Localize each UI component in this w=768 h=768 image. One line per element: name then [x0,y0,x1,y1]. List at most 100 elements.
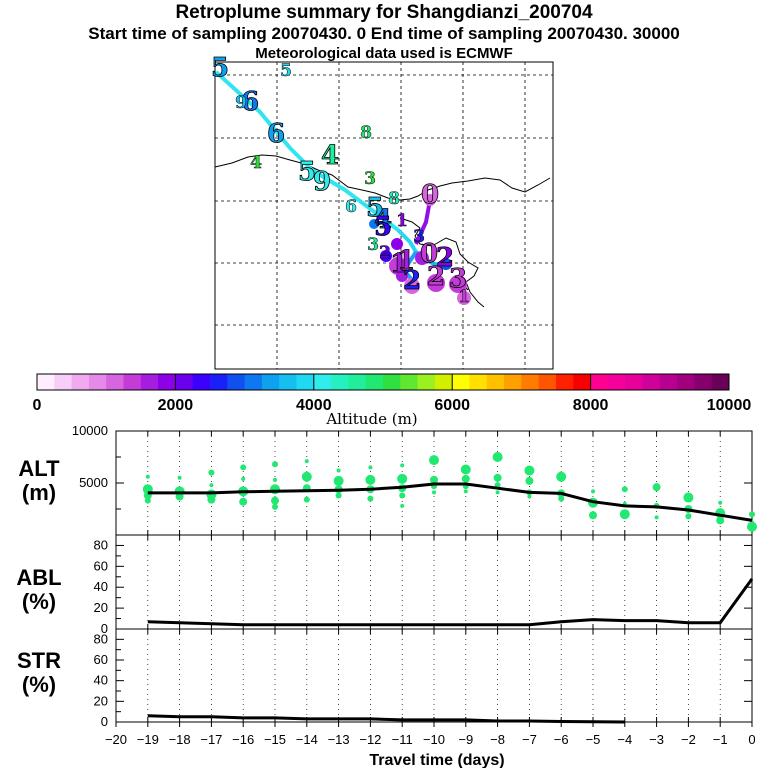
colorbar-cell [331,374,349,390]
particle-point [367,495,374,502]
y-tick-label: 20 [94,600,108,615]
y-tick-label: 0 [101,621,108,636]
colorbar-cell [486,374,505,390]
alt-panel-title-line1: ALT [18,456,60,481]
particle-point [241,476,246,481]
particle-point [493,473,502,482]
trajectory-day-label: 6 [345,197,357,217]
colorbar-cell [400,374,418,390]
particle-point [335,492,342,499]
abl-panel-frame [115,534,753,630]
colorbar-cell [88,374,107,390]
particle-point [749,511,755,518]
x-tick-label: −8 [490,732,505,747]
particle-point [144,497,151,504]
x-tick-label: −4 [617,732,632,747]
trajectory-day-label: 2 [427,262,445,292]
y-tick-label: 60 [94,652,108,667]
colorbar-cell [469,374,488,390]
colorbar-title: Altitude (m) [325,410,417,428]
trajectory-day-label: 8 [360,123,372,143]
y-tick-label: 80 [94,631,108,646]
trajectory-day-label: 5 [280,61,292,81]
particle-point [399,492,406,499]
colorbar-cell [452,374,470,390]
series-line [147,482,753,522]
y-tick-label: 60 [94,558,108,573]
particle-point [558,495,565,502]
colorbar-cell [210,374,228,390]
particle-point [207,495,216,504]
trajectory-day-label: 3 [367,235,379,255]
particle-point [495,490,500,495]
str-panel-frame [115,628,753,723]
trajectory-leg [414,199,432,245]
particle-point [747,521,757,532]
x-axis: −20 −19 −18 −17 −16 −15 −14 −13 −12 −11 −10 −9 −8 −7−… [105,722,756,747]
trajectory-day-label: 8 [388,189,400,209]
abl-panel-title-line2: (%) [22,589,56,614]
trajectory-particle [457,291,471,305]
particle-point [621,486,628,493]
colorbar-cell [365,374,384,390]
x-tick-label: −15 [264,732,286,747]
trajectory-particle [380,250,392,262]
colorbar-cell [348,374,367,390]
particle-point [654,515,659,520]
x-tick-label: −5 [586,732,601,747]
x-tick-label: 0 [748,732,755,747]
colorbar-cell [54,374,72,390]
particle-point [175,492,184,501]
trajectory-day-label: 2 [436,243,454,273]
x-tick-label: −20 [105,732,127,747]
colorbar-tick-label: 6000 [434,397,470,414]
trajectory-day-label: 3 [413,227,425,247]
colorbar-tick-label: 8000 [573,397,609,414]
trajectory-particle [415,251,429,265]
particle-point [589,511,597,520]
colorbar-cell [261,374,280,390]
x-tick-label: −6 [554,732,569,747]
trajectory-particle [369,219,379,229]
trajectory-day-label: 1 [390,249,408,279]
x-tick-label: −7 [522,732,537,747]
particle-point [429,455,439,466]
particle-point [400,503,405,508]
trajectory-day-label: 3 [364,169,376,189]
trajectory-day-label: 5 [366,193,384,223]
particle-point [556,471,567,482]
colorbar-cell [573,374,591,390]
alt-panel: 5000 10000 [72,423,757,536]
met-data-line: Meteorological data used is ECMWF [255,45,513,62]
particle-point [303,496,310,503]
colorbar-cell [192,374,211,390]
colorbar-cell [140,374,159,390]
particle-point [685,513,692,520]
trajectory-day-label: 2 [403,266,421,296]
x-tick-label: −11 [392,732,413,747]
colorbar-cell [434,374,453,390]
sampling-time-subtitle: Start time of sampling 20070430. 0 End t… [88,24,680,43]
particle-point [304,459,309,464]
particle-point [525,476,534,485]
particle-point [368,465,373,470]
chart-title: Retroplume summary for Shangdianzi_20070… [175,2,593,23]
colorbar-cell [694,374,713,390]
trajectory-particle [449,275,467,293]
trajectory-day-label: 3 [449,264,467,294]
colorbar-cell [607,374,626,390]
trajectory-particles [369,194,471,305]
x-tick-label: −17 [200,732,222,747]
trajectory-day-label: 5 [298,157,316,187]
colorbar-cell [625,374,643,390]
trajectory-particle [396,270,408,282]
trajectory-particle [427,274,445,292]
trajectory-day-label: 9 [313,167,331,197]
x-tick-label: −13 [328,732,350,747]
x-tick-label: −16 [232,732,254,747]
colorbar-cell [279,374,297,390]
x-tick-label: −14 [296,732,318,747]
colorbar-cell [590,374,609,390]
particle-point [492,452,503,462]
